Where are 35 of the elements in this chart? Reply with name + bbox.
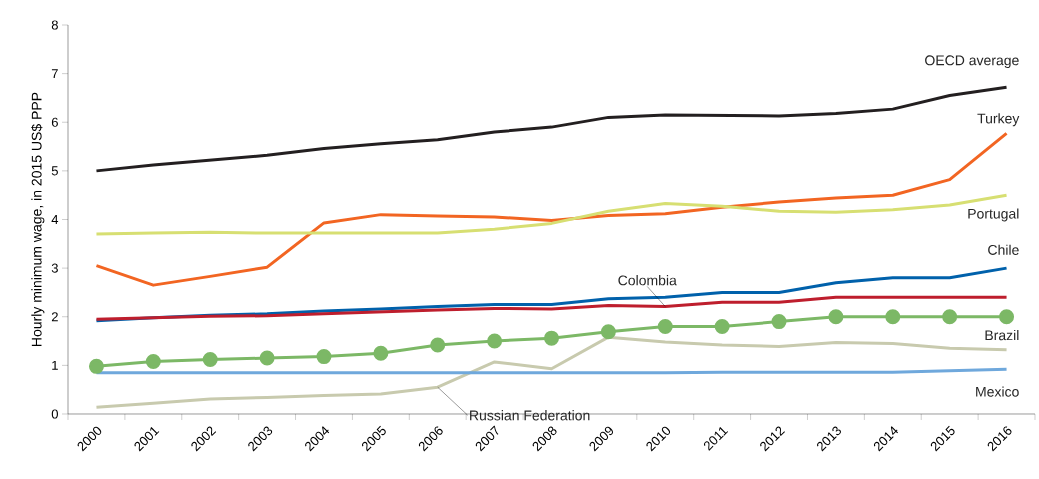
series-label: Mexico	[976, 386, 1019, 397]
point	[600, 324, 616, 340]
point	[544, 330, 559, 346]
point	[999, 309, 1015, 325]
y-tick-label: 7	[51, 69, 58, 79]
point	[202, 352, 218, 368]
point	[430, 337, 446, 353]
point	[942, 309, 958, 325]
point	[145, 353, 161, 369]
point	[657, 318, 673, 334]
y-tick-label: 5	[51, 166, 58, 176]
point	[828, 309, 844, 325]
series-label: OECD average	[925, 55, 1019, 69]
series-label: Turkey	[977, 113, 1020, 127]
y-tick-label: 1	[52, 360, 58, 370]
y-tick-label: 3	[51, 263, 58, 273]
y-tick-label: 0	[51, 409, 58, 419]
point	[88, 358, 104, 374]
point	[771, 314, 787, 330]
series-label: Chile	[988, 244, 1019, 255]
point	[259, 350, 275, 366]
y-tick-label: 2	[51, 312, 58, 322]
point	[373, 345, 389, 361]
y-axis-title: Hourly minimum wage, in 2015 US$ PPP	[31, 92, 45, 346]
series-label: Brazil	[985, 329, 1019, 341]
y-tick-label: 6	[51, 117, 58, 127]
point	[316, 349, 332, 365]
point	[714, 318, 730, 334]
y-tick-label: 8	[51, 20, 58, 30]
series-label: Colombia	[618, 275, 677, 286]
series-label: Portugal	[968, 208, 1019, 222]
y-tick-label: 4	[51, 215, 59, 224]
text: Russian Federation	[470, 410, 590, 421]
point	[885, 309, 901, 325]
point	[487, 333, 503, 349]
